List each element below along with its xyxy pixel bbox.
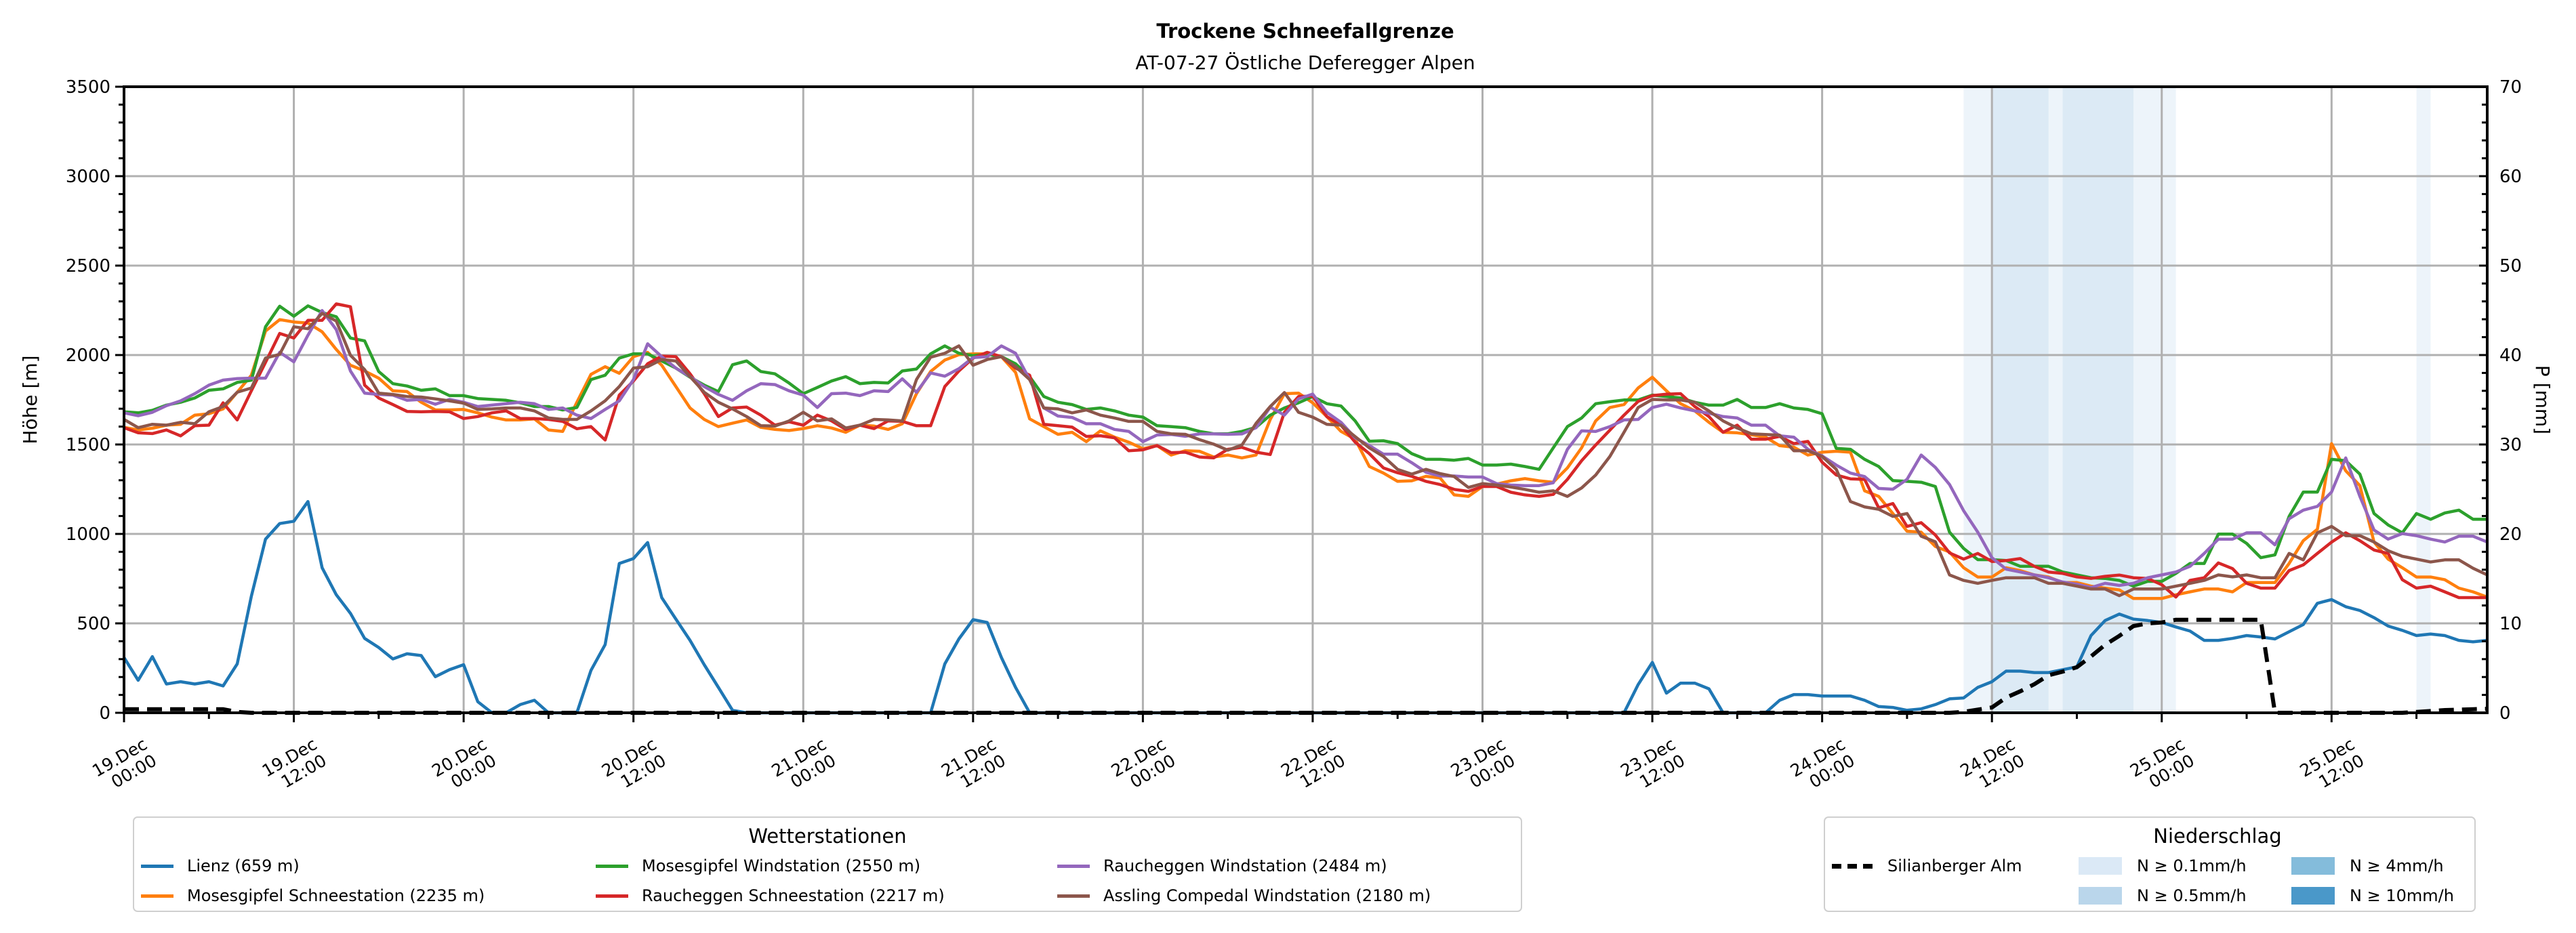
y-tick-label: 2500 — [66, 256, 110, 276]
legend-item-precip-0-5: N ≥ 0.5mm/h — [2079, 886, 2247, 906]
legend-item-silianberger-alm: Silianberger Alm — [1832, 856, 2022, 876]
legend-item-mosesgipfel-windstation: Mosesgipfel Windstation (2550 m) — [596, 856, 920, 876]
y2-tick-label: 10 — [2499, 614, 2522, 634]
y2-tick-label: 40 — [2499, 346, 2522, 366]
legend-label: Raucheggen Schneestation (2217 m) — [642, 886, 945, 905]
precip-band — [2416, 87, 2431, 713]
legend-precipitation: Niederschlag Silianberger Alm N ≥ 0.1mm/… — [1824, 816, 2476, 912]
legend-label: Assling Compedal Windstation (2180 m) — [1103, 886, 1431, 905]
precip-band — [1992, 87, 2049, 713]
legend-line-mosesgipfel-windstation — [596, 864, 628, 868]
legend-label: Lienz (659 m) — [187, 856, 300, 875]
legend-label: Silianberger Alm — [1887, 856, 2022, 875]
plot-frame — [123, 85, 2489, 714]
legend-label: N ≥ 10mm/h — [2350, 886, 2454, 905]
legend-label: N ≥ 0.1mm/h — [2137, 856, 2247, 875]
legend-swatch-precip-0-5 — [2079, 887, 2122, 905]
legend-label: N ≥ 4mm/h — [2350, 856, 2444, 875]
y2-tick-label: 0 — [2499, 703, 2511, 724]
legend-precipitation-title: Niederschlag — [2153, 825, 2282, 848]
legend-swatch-precip-10 — [2291, 887, 2335, 905]
y2-tick-label: 50 — [2499, 256, 2522, 276]
legend-item-raucheggen-schneestation: Raucheggen Schneestation (2217 m) — [596, 886, 945, 906]
legend-line-raucheggen-windstation — [1057, 864, 1090, 868]
y-tick-label: 1500 — [66, 435, 110, 455]
legend-label: N ≥ 0.5mm/h — [2137, 886, 2247, 905]
chart-subtitle: AT-07-27 Östliche Deferegger Alpen — [1135, 51, 1475, 74]
precip-band — [1963, 87, 1992, 713]
y-tick-label: 500 — [77, 614, 110, 634]
y-tick-label: 2000 — [66, 346, 110, 366]
y2-tick-label: 30 — [2499, 435, 2522, 455]
precip-band — [2133, 87, 2176, 713]
y-tick-label: 0 — [99, 703, 110, 724]
y-tick-label: 3000 — [66, 167, 110, 187]
legend-item-lienz: Lienz (659 m) — [141, 856, 300, 876]
y2-tick-label: 70 — [2499, 77, 2522, 98]
series-line-assling-compedal-windstation-2180-m — [123, 312, 2488, 598]
precip-band — [2048, 87, 2063, 713]
y2-axis-label: P [mm] — [2531, 365, 2554, 434]
precipitation-bands — [1963, 87, 2431, 713]
legend-dashed-line — [1832, 863, 1873, 869]
legend-line-raucheggen-schneestation — [596, 894, 628, 898]
y-tick-label: 3500 — [66, 77, 110, 98]
y-tick-label: 1000 — [66, 524, 110, 545]
legend-label: Raucheggen Windstation (2484 m) — [1103, 856, 1387, 875]
y2-tick-label: 60 — [2499, 167, 2522, 187]
legend-item-raucheggen-windstation: Raucheggen Windstation (2484 m) — [1057, 856, 1387, 876]
legend-swatch-precip-0-1 — [2079, 857, 2122, 875]
legend-label: Mosesgipfel Windstation (2550 m) — [642, 856, 921, 875]
legend-line-lienz — [141, 864, 173, 868]
precip-band — [2062, 87, 2133, 713]
legend-item-precip-10: N ≥ 10mm/h — [2291, 886, 2454, 906]
legend-item-precip-4: N ≥ 4mm/h — [2291, 856, 2444, 876]
grid — [124, 87, 2487, 713]
y-axis-label: Höhe [m] — [19, 355, 41, 444]
legend-line-mosesgipfel-schneestation — [141, 894, 173, 898]
legend-item-mosesgipfel-schneestation: Mosesgipfel Schneestation (2235 m) — [141, 886, 485, 906]
legend-stations-title: Wetterstationen — [748, 825, 907, 848]
chart-title: Trockene Schneefallgrenze — [1156, 20, 1454, 43]
legend-label: Mosesgipfel Schneestation (2235 m) — [187, 886, 485, 905]
y2-tick-label: 20 — [2499, 524, 2522, 545]
legend-item-assling-compedal-windstation: Assling Compedal Windstation (2180 m) — [1057, 886, 1431, 906]
legend-item-precip-0-1: N ≥ 0.1mm/h — [2079, 856, 2247, 876]
series-line-raucheggen-windstation-2484-m — [123, 309, 2488, 589]
legend-swatch-precip-4 — [2291, 857, 2335, 875]
legend-line-assling-compedal-windstation — [1057, 894, 1090, 898]
legend-stations: Wetterstationen Lienz (659 m) Mosesgipfe… — [133, 816, 1522, 912]
